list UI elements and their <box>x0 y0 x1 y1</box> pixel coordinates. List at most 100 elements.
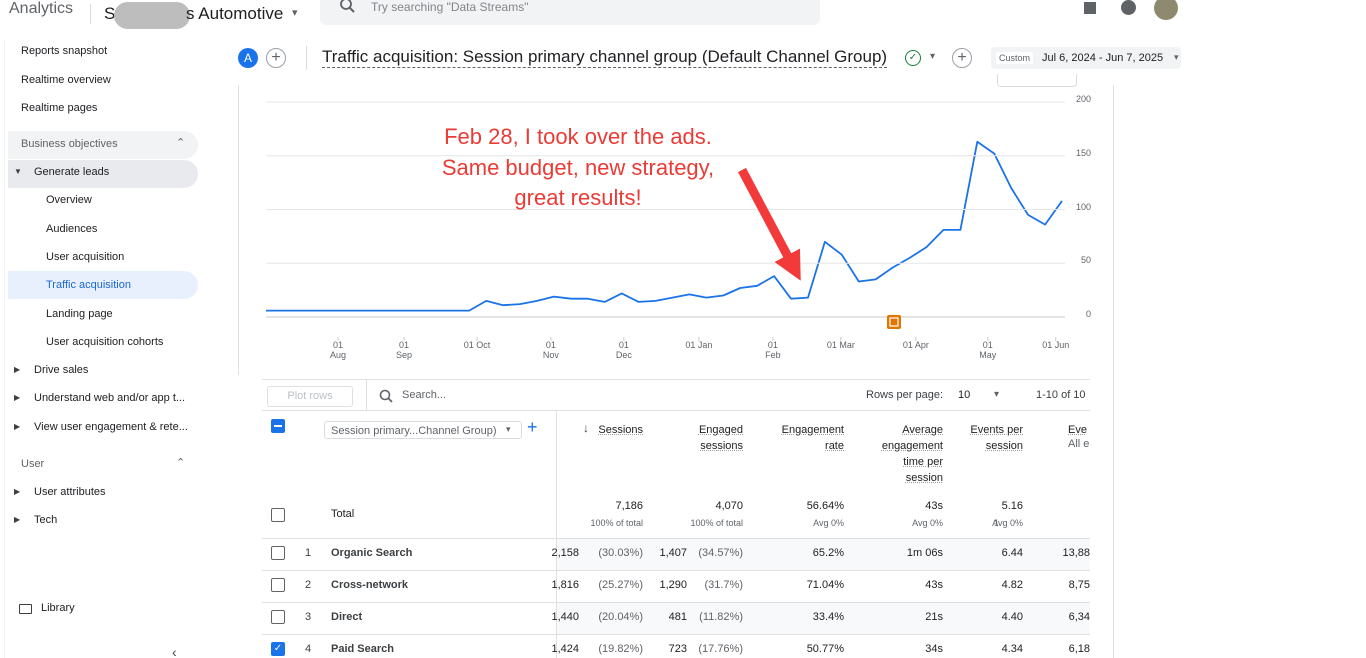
nav-item[interactable]: User acquisition cohorts <box>46 335 164 348</box>
x-tick-label: 01 Aug <box>329 340 346 360</box>
expand-caret[interactable]: ▶ <box>14 421 21 431</box>
nav-link[interactable]: Realtime pages <box>21 102 98 114</box>
x-tick-label: 01 Oct <box>463 340 491 350</box>
cell-pct: (19.82%) <box>598 643 643 655</box>
section-title[interactable]: User <box>21 458 45 470</box>
row-name[interactable]: Paid Search <box>331 643 394 655</box>
expand-caret[interactable]: ▶ <box>14 365 21 375</box>
row-rank: 4 <box>305 643 312 655</box>
help-icon[interactable] <box>1121 0 1136 15</box>
account-start[interactable]: S <box>104 4 116 23</box>
add-comparison[interactable]: + <box>266 48 286 68</box>
annotation: Same budget, new strategy, <box>441 154 715 180</box>
total-value: 5.16 <box>1001 500 1023 512</box>
row-divider <box>262 570 1090 571</box>
sidebar-border <box>4 40 5 658</box>
add-button[interactable]: + <box>952 48 972 68</box>
select-all-checkbox[interactable] <box>271 419 285 433</box>
cell-value: 1,440 <box>551 611 579 623</box>
annotation-marker[interactable] <box>887 315 901 329</box>
annotation: great results! <box>514 185 642 210</box>
nav-group[interactable]: User attributes <box>34 486 106 498</box>
date-picker[interactable] <box>991 47 1181 69</box>
table-search-icon <box>379 389 393 403</box>
nav-item[interactable]: Overview <box>46 194 92 207</box>
nav-group[interactable]: View user engagement & rete... <box>34 420 188 433</box>
report-title[interactable]: Traffic acquisition: Session primary cha… <box>322 47 888 68</box>
apps-icon[interactable] <box>1084 2 1096 14</box>
checkbox[interactable] <box>271 610 285 624</box>
rows-caret[interactable]: ▾ <box>994 389 1000 400</box>
blurred-account <box>114 2 190 29</box>
total-value: 7,186 <box>615 500 643 512</box>
expand-caret[interactable]: ▶ <box>14 487 21 496</box>
checkbox[interactable]: ✓ <box>271 642 285 656</box>
add-dimension[interactable]: + <box>527 417 538 437</box>
expand-caret[interactable]: ▼ <box>14 167 22 176</box>
expand-caret[interactable]: ▶ <box>14 393 21 403</box>
row-name[interactable]: Cross-network <box>331 579 409 591</box>
nav-item[interactable]: Traffic acquisition <box>46 279 131 292</box>
section-title[interactable]: Business objectives <box>21 138 118 150</box>
cell-pct: (34.57%) <box>698 547 743 559</box>
nav-group[interactable]: Drive sales <box>34 364 89 377</box>
spacer <box>0 0 1180 1</box>
nav-group[interactable]: Generate leads <box>34 166 110 178</box>
plot-rows-button[interactable]: Plot rows <box>267 386 353 407</box>
total-sub: Avg 0% <box>912 518 943 528</box>
expand-caret[interactable]: ▶ <box>14 515 21 525</box>
account-end[interactable]: s Automotive <box>186 4 284 23</box>
checkbox[interactable] <box>271 546 285 560</box>
table-search[interactable]: Search... <box>402 389 447 401</box>
x-tick-label: 01 Apr <box>902 340 929 350</box>
section-caret[interactable]: ⌃ <box>176 457 186 469</box>
nav-item[interactable]: User acquisition <box>46 250 125 263</box>
cell-pct: (11.82%) <box>699 611 743 623</box>
total-sub: 100% of total <box>590 518 643 528</box>
total-label: Total <box>331 508 355 520</box>
profile-avatar[interactable] <box>1154 0 1178 20</box>
nav-item[interactable]: Audiences <box>46 222 98 235</box>
sort-arrow: ↓ <box>583 421 589 435</box>
nav-item[interactable]: Landing page <box>46 307 113 320</box>
total-sub: 1 <box>994 518 998 528</box>
cell-value: 13,88 <box>1062 547 1090 559</box>
row-name[interactable]: Direct <box>331 611 363 623</box>
cell-value: 6.44 <box>1001 547 1023 559</box>
dimension-select[interactable]: Session primary...Channel Group) <box>324 421 522 439</box>
row-divider <box>262 538 1090 539</box>
x-tick-label: 01 Sep <box>396 340 413 360</box>
collapse[interactable]: ‹ <box>172 644 177 658</box>
row-rank: 2 <box>305 579 312 591</box>
column-header[interactable]: Eve <box>1068 424 1087 436</box>
cell-value: 8,75 <box>1068 579 1090 591</box>
checkbox[interactable] <box>271 508 285 522</box>
column-header[interactable]: Engaged sessions <box>698 424 743 452</box>
date-caret[interactable]: ▾ <box>1174 52 1179 62</box>
column-header[interactable]: Average engagement time per session <box>881 424 943 484</box>
total-sub: 100% of total <box>690 518 743 528</box>
selected-bg <box>8 271 198 300</box>
x-tick-label: 01 Jan <box>685 340 713 350</box>
row-name[interactable]: Organic Search <box>331 547 413 559</box>
dimension-caret[interactable]: ▾ <box>506 424 511 434</box>
status-caret[interactable]: ▾ <box>930 51 936 62</box>
account-caret[interactable]: ▾ <box>292 7 298 19</box>
chart-dropdown[interactable] <box>997 74 1077 87</box>
x-tick-label: 01 Jun <box>1042 340 1070 350</box>
rows-per-page[interactable]: 10 <box>958 389 971 401</box>
nav-group[interactable]: Understand web and/or app t... <box>34 392 186 405</box>
rows-per-page-label: Rows per page: <box>866 389 944 401</box>
column-header[interactable]: Events per session <box>970 424 1023 452</box>
nav-link[interactable]: Reports snapshot <box>21 45 108 57</box>
library[interactable]: Library <box>41 602 75 614</box>
nav-group[interactable]: Tech <box>34 514 58 527</box>
nav-link[interactable]: Realtime overview <box>21 73 111 86</box>
checkbox[interactable] <box>271 578 285 592</box>
search-box[interactable] <box>320 0 820 25</box>
column-header[interactable]: Sessions <box>598 424 643 436</box>
pagination: 1-10 of 10 <box>1036 389 1086 401</box>
comparison-avatar[interactable]: A <box>238 48 258 68</box>
column-header[interactable]: Engagement rate <box>781 424 844 452</box>
section-caret[interactable]: ⌃ <box>176 137 186 149</box>
